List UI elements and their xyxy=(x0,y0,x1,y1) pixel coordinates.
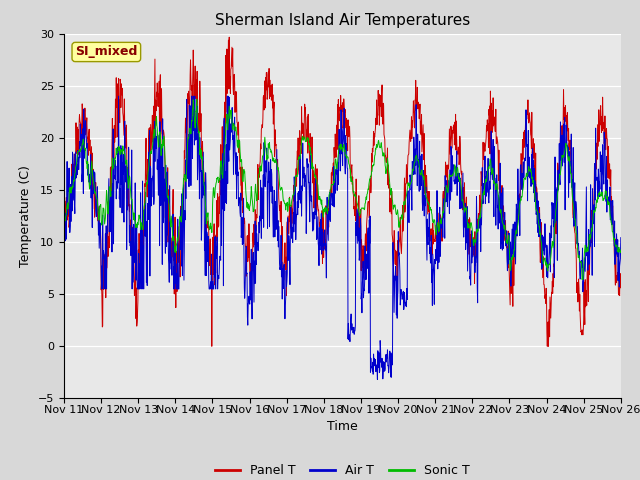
Air T xyxy=(184,141,192,146)
Panel T xyxy=(552,218,559,224)
Air T xyxy=(374,377,381,383)
Panel T xyxy=(429,228,437,233)
Panel T xyxy=(170,291,178,297)
Sonic T xyxy=(193,96,200,102)
Panel T xyxy=(225,34,233,40)
Air T xyxy=(617,235,625,240)
Air T xyxy=(429,264,437,270)
Air T xyxy=(502,240,510,246)
Text: SI_mixed: SI_mixed xyxy=(75,46,138,59)
Panel T xyxy=(247,261,255,266)
Title: Sherman Island Air Temperatures: Sherman Island Air Temperatures xyxy=(215,13,470,28)
Sonic T xyxy=(170,238,178,243)
Sonic T xyxy=(579,276,586,282)
Sonic T xyxy=(551,219,559,225)
Air T xyxy=(171,286,179,292)
Panel T xyxy=(502,239,510,244)
Sonic T xyxy=(429,220,437,226)
Panel T xyxy=(60,212,68,218)
Legend: Panel T, Air T, Sonic T: Panel T, Air T, Sonic T xyxy=(210,459,475,480)
X-axis label: Time: Time xyxy=(327,420,358,433)
Sonic T xyxy=(617,248,625,254)
Sonic T xyxy=(502,233,509,239)
Air T xyxy=(246,297,254,303)
Y-axis label: Temperature (C): Temperature (C) xyxy=(19,165,33,267)
Sonic T xyxy=(184,138,191,144)
Line: Panel T: Panel T xyxy=(64,37,621,346)
Panel T xyxy=(617,282,625,288)
Air T xyxy=(115,93,122,99)
Sonic T xyxy=(246,199,254,205)
Panel T xyxy=(208,343,216,349)
Air T xyxy=(552,220,559,226)
Panel T xyxy=(184,91,191,96)
Line: Air T: Air T xyxy=(64,96,621,380)
Line: Sonic T: Sonic T xyxy=(64,99,621,279)
Sonic T xyxy=(60,226,68,232)
Air T xyxy=(60,208,68,214)
